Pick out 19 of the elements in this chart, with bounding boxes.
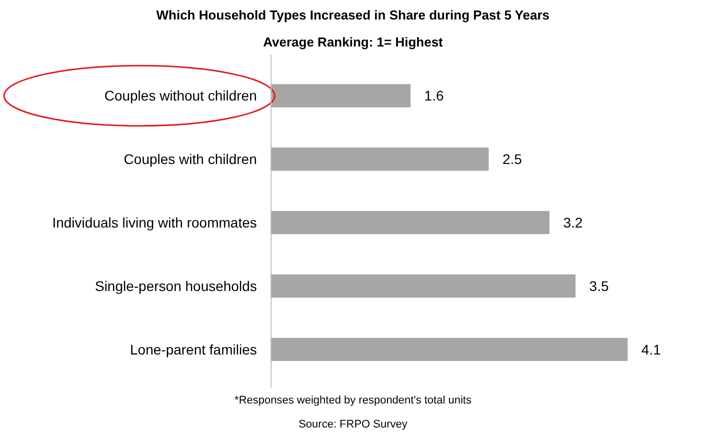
source-note: Source: FRPO Survey	[298, 418, 408, 430]
bar	[270, 84, 411, 108]
bar	[270, 338, 628, 362]
y-tick-label: Individuals living with roommates	[52, 214, 257, 231]
bar	[270, 274, 576, 298]
text: *Responses weighted by respondent's total units	[234, 394, 472, 406]
chart-subtitle: Average Ranking: 1= Highest	[263, 34, 444, 50]
bar	[270, 148, 489, 171]
y-tick-label: Couples without children	[104, 88, 257, 104]
bar	[270, 210, 550, 234]
y-tick-label: Single-person households	[94, 278, 257, 294]
chart-title: Which Household Types Increased in Share during Past 5 Years	[156, 8, 550, 22]
data-label: 4.1	[641, 341, 662, 358]
data-label: 1.6	[424, 88, 444, 104]
data-label: 2.5	[502, 151, 522, 168]
y-tick-label: Couples with children	[124, 151, 257, 168]
data-label: 3.2	[563, 214, 583, 231]
y-tick-label: Lone-parent families	[130, 341, 257, 358]
data-label: 3.5	[589, 278, 609, 294]
